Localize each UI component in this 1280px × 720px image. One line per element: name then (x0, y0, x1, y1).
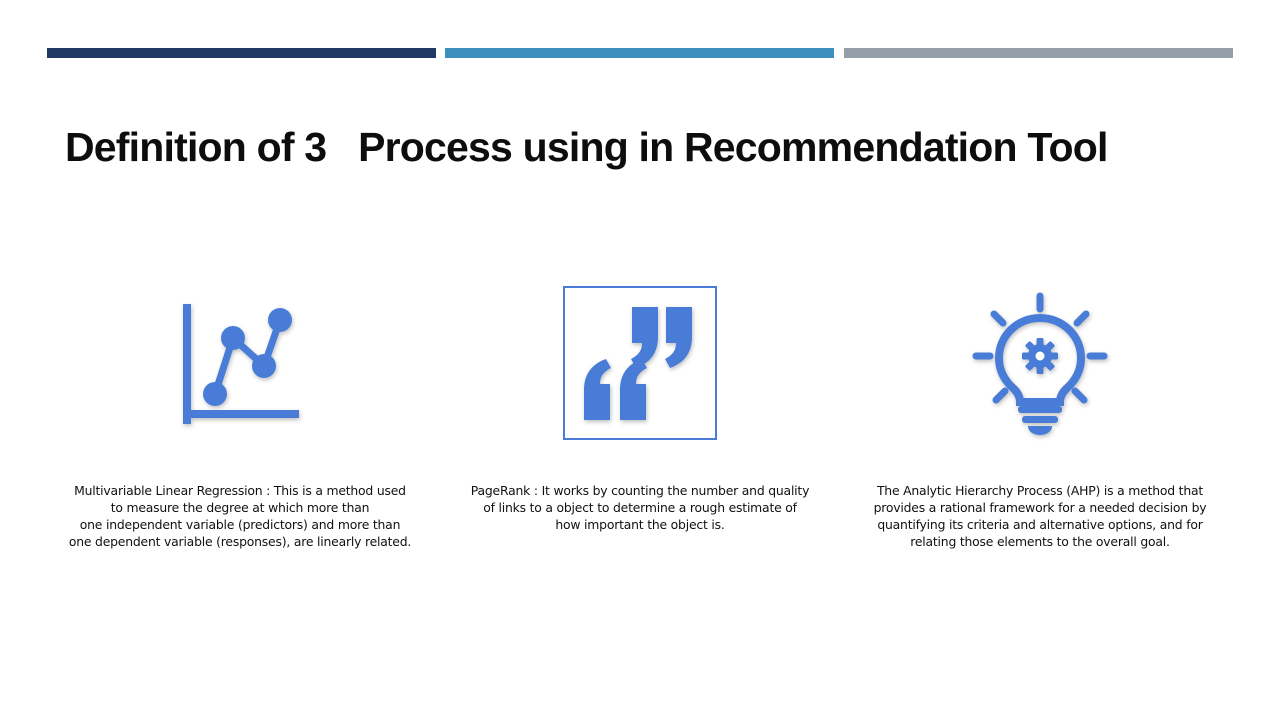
caption-line: The Analytic Hierarchy Process (AHP) is … (876, 483, 1204, 498)
caption-line: of links to a object to determine a roug… (483, 500, 797, 515)
caption-line: PageRank : It works by counting the numb… (470, 483, 810, 498)
slide-title: Definition of 3 Process using in Recomme… (65, 124, 1108, 170)
caption-line: one independent variable (predictors) an… (79, 517, 401, 532)
lightbulb-gear-icon (960, 282, 1120, 442)
accent-bar-light-blue (445, 48, 834, 58)
caption-line: to measure the degree at which more than (110, 500, 370, 515)
quotation-marks-icon (560, 282, 720, 442)
caption-line: provides a rational framework for a need… (873, 500, 1207, 515)
caption-line: Multivariable Linear Regression : This i… (74, 483, 406, 498)
caption-line: how important the object is. (555, 517, 725, 532)
caption-line: quantifying its criteria and alternative… (877, 517, 1203, 532)
pagerank-description: PageRank : It works by counting the numb… (465, 482, 815, 533)
ahp-description: The Analytic Hierarchy Process (AHP) is … (865, 482, 1215, 550)
accent-bar-dark-blue (47, 48, 436, 58)
regression-description: Multivariable Linear Regression : This i… (65, 482, 415, 550)
caption-line: one dependent variable (responses), are … (68, 534, 412, 549)
accent-bar-gray (844, 48, 1233, 58)
line-chart-icon (160, 282, 320, 442)
caption-line: relating those elements to the overall g… (910, 534, 1170, 549)
